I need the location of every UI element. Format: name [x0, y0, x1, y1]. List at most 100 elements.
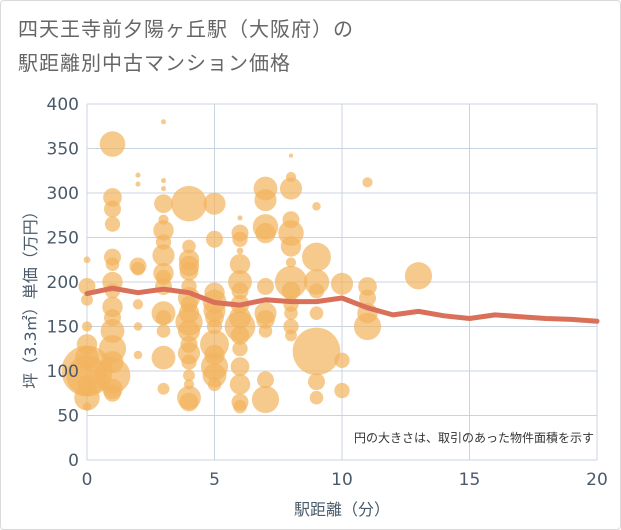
bubble [258, 324, 273, 338]
bubble [254, 189, 277, 212]
bubble [288, 153, 294, 158]
bubble [203, 192, 226, 215]
bubble [281, 281, 301, 301]
y-tick-label: 0 [68, 451, 79, 471]
bubble [82, 402, 92, 411]
bubble [206, 318, 223, 335]
title-line-1: 四天王寺前夕陽ヶ丘駅（大阪府）の [18, 17, 354, 41]
y-tick-label: 250 [47, 229, 79, 249]
x-axis-label: 駅距離（分） [294, 500, 390, 519]
bubble [207, 377, 222, 392]
bubble [255, 222, 276, 244]
bubble [283, 318, 299, 335]
bubble [132, 299, 144, 310]
bubble [230, 326, 250, 345]
bubble [334, 382, 350, 399]
y-tick-label: 350 [47, 140, 79, 160]
bubble [236, 247, 244, 255]
bubble [155, 309, 172, 326]
bubble [292, 327, 341, 376]
x-tick-label: 0 [82, 470, 93, 490]
bubble [284, 306, 298, 320]
bubble [330, 272, 354, 295]
axis-layer: 0 50 100 150 200 250 300 350 400 0 5 10 15 20 [47, 95, 608, 490]
bubble [359, 289, 376, 307]
bubble [206, 230, 223, 248]
bubble [232, 341, 248, 357]
bubble [152, 244, 175, 267]
bubble [183, 369, 195, 382]
bubble [309, 390, 324, 405]
bubble [362, 177, 373, 188]
bubble-layer [61, 119, 433, 414]
bubble [179, 392, 199, 412]
bubble [256, 310, 275, 329]
x-tick-label: 15 [459, 470, 481, 490]
bubble [160, 186, 167, 192]
bubble [105, 257, 120, 272]
x-tick-label: 10 [331, 470, 353, 490]
y-tick-label: 300 [47, 184, 79, 204]
bubble [74, 384, 100, 411]
bubble [229, 254, 251, 275]
bubble [154, 194, 173, 214]
bubble [153, 220, 174, 241]
bubble [353, 312, 382, 341]
bubble [302, 242, 331, 272]
y-tick-label: 50 [57, 407, 79, 427]
bubble [177, 319, 201, 343]
y-tick-label: 100 [47, 362, 79, 382]
x-tick-label: 5 [209, 470, 220, 490]
bubble [230, 357, 250, 376]
bubble [182, 239, 196, 254]
bubble [251, 385, 280, 414]
trend-layer [84, 285, 600, 324]
bubble [83, 256, 91, 264]
bubble [160, 177, 167, 184]
bubble [309, 306, 324, 320]
bubble [104, 216, 121, 232]
y-tick-label: 400 [47, 95, 79, 115]
bubble [77, 375, 97, 394]
bubble [404, 262, 433, 290]
bubble [156, 324, 171, 338]
bubble [99, 131, 126, 157]
bubble [81, 321, 93, 332]
bubble [151, 345, 176, 370]
bubble [334, 352, 350, 368]
bubble [135, 172, 141, 178]
bubble [280, 236, 302, 257]
bubble [131, 261, 145, 276]
bubble [104, 200, 121, 218]
bubble [75, 345, 99, 370]
bubble [157, 382, 170, 395]
y-tick-label: 150 [47, 318, 79, 338]
bubble [232, 231, 248, 247]
bubble [133, 350, 143, 360]
bubble [308, 283, 325, 299]
bubble [160, 119, 167, 125]
bubble [285, 257, 297, 268]
title-line-2: 駅距離別中古マンション価格 [18, 51, 291, 75]
bubble [257, 371, 274, 389]
bubble [279, 177, 303, 200]
bubble [231, 282, 249, 300]
bubble [312, 202, 321, 211]
size-note: 円の大きさは、取引のあった物件面積を示す [354, 430, 594, 445]
bubble [229, 374, 251, 395]
y-tick-label: 200 [47, 273, 79, 293]
bubble [257, 277, 274, 295]
bubble [181, 354, 197, 370]
chart-title: 四天王寺前夕陽ヶ丘駅（大阪府）の 駅距離別中古マンション価格 [18, 12, 354, 80]
bubble [171, 185, 207, 222]
bubble [133, 322, 143, 331]
bubble [81, 293, 93, 306]
trend-line [84, 285, 600, 324]
y-axis-label: 坪（3.3㎡）単価（万円） [21, 203, 40, 388]
bubble [308, 373, 325, 391]
x-tick-label: 20 [586, 470, 608, 490]
bubble [179, 261, 199, 281]
bubble [135, 181, 141, 187]
bubble [233, 399, 247, 414]
